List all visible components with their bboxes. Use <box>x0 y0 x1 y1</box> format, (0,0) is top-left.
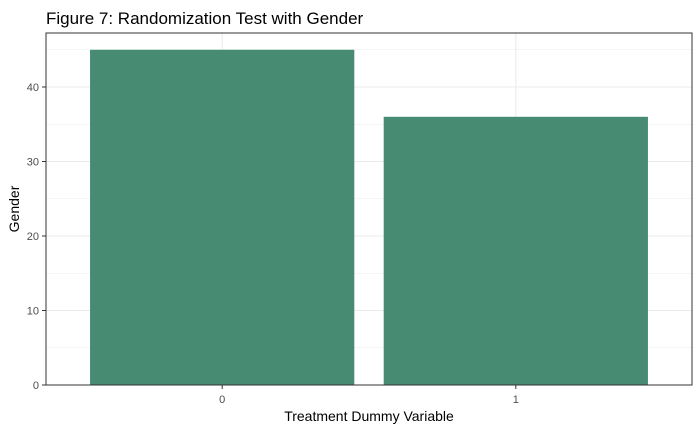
bars <box>90 49 648 386</box>
y-tick-label: 20 <box>27 231 39 243</box>
chart-title: Figure 7: Randomization Test with Gender <box>46 9 364 28</box>
y-tick-label: 40 <box>27 82 39 94</box>
x-tick-label: 0 <box>219 394 225 406</box>
y-axis-ticks: 0 10 20 30 40 <box>27 82 46 392</box>
x-axis-label: Treatment Dummy Variable <box>284 408 454 424</box>
panel-border <box>45 32 693 386</box>
x-tick-label: 1 <box>513 394 519 406</box>
bar-0 <box>90 49 355 386</box>
y-tick-label: 0 <box>33 380 39 392</box>
y-tick-label: 30 <box>27 157 39 169</box>
bar-1 <box>383 116 648 386</box>
y-tick-label: 10 <box>27 306 39 318</box>
y-axis-label: Gender <box>6 185 22 232</box>
